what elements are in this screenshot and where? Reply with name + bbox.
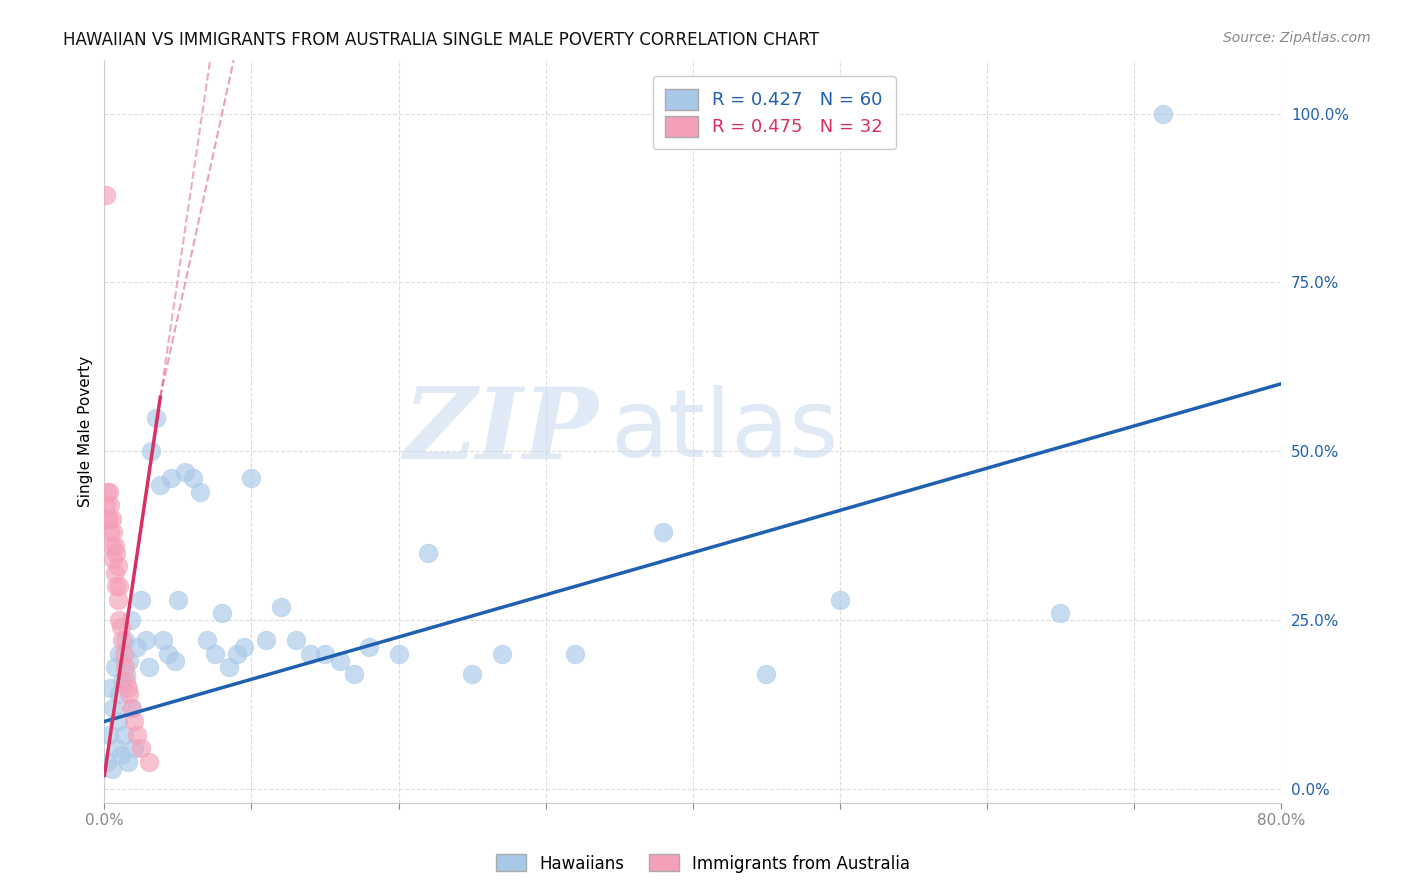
Point: [218, 660, 240, 674]
Point: [225, 647, 247, 661]
Point: [138, 755, 160, 769]
Point: [652, 525, 675, 540]
Point: [141, 444, 163, 458]
Point: [188, 484, 211, 499]
Point: [152, 633, 174, 648]
Point: [491, 647, 513, 661]
Point: [156, 647, 179, 661]
Point: [118, 654, 141, 668]
Point: [167, 593, 190, 607]
Point: [129, 741, 152, 756]
Point: [284, 633, 307, 648]
Point: [115, 673, 138, 688]
Point: [100, 762, 122, 776]
Point: [1152, 106, 1174, 120]
Point: [564, 647, 586, 661]
Point: [117, 755, 139, 769]
Point: [461, 667, 484, 681]
Point: [110, 620, 132, 634]
Point: [240, 471, 263, 485]
Point: [145, 410, 167, 425]
Point: [118, 688, 141, 702]
Point: [110, 748, 132, 763]
Point: [121, 701, 143, 715]
Point: [103, 701, 125, 715]
Point: [117, 681, 139, 695]
Point: [387, 647, 409, 661]
Point: [104, 539, 127, 553]
Point: [159, 471, 181, 485]
Y-axis label: Single Male Poverty: Single Male Poverty: [79, 356, 93, 507]
Point: [1049, 607, 1071, 621]
Text: atlas: atlas: [610, 385, 838, 477]
Point: [122, 741, 145, 756]
Point: [163, 654, 186, 668]
Point: [114, 633, 136, 648]
Point: [181, 471, 204, 485]
Legend: R = 0.427   N = 60, R = 0.475   N = 32: R = 0.427 N = 60, R = 0.475 N = 32: [652, 76, 896, 149]
Point: [107, 714, 129, 729]
Point: [111, 633, 134, 648]
Point: [111, 673, 134, 688]
Point: [100, 539, 122, 553]
Text: Source: ZipAtlas.com: Source: ZipAtlas.com: [1223, 31, 1371, 45]
Point: [97, 484, 120, 499]
Point: [114, 660, 136, 674]
Point: [195, 633, 218, 648]
Point: [94, 499, 117, 513]
Point: [329, 654, 352, 668]
Point: [233, 640, 256, 655]
Point: [94, 187, 117, 202]
Point: [828, 593, 851, 607]
Point: [343, 667, 366, 681]
Point: [115, 667, 138, 681]
Point: [96, 512, 118, 526]
Point: [122, 714, 145, 729]
Point: [108, 579, 131, 593]
Point: [416, 546, 439, 560]
Point: [103, 552, 125, 566]
Point: [125, 728, 148, 742]
Point: [104, 566, 127, 580]
Point: [138, 660, 160, 674]
Point: [149, 478, 172, 492]
Point: [104, 660, 127, 674]
Point: [97, 512, 120, 526]
Point: [108, 647, 131, 661]
Point: [105, 741, 128, 756]
Point: [103, 525, 125, 540]
Text: HAWAIIAN VS IMMIGRANTS FROM AUSTRALIA SINGLE MALE POVERTY CORRELATION CHART: HAWAIIAN VS IMMIGRANTS FROM AUSTRALIA SI…: [63, 31, 820, 49]
Point: [107, 593, 129, 607]
Point: [98, 681, 121, 695]
Point: [174, 465, 197, 479]
Point: [96, 484, 118, 499]
Point: [100, 512, 122, 526]
Point: [107, 559, 129, 574]
Point: [125, 640, 148, 655]
Point: [120, 613, 142, 627]
Point: [135, 633, 157, 648]
Point: [112, 647, 135, 661]
Point: [112, 728, 135, 742]
Point: [97, 728, 120, 742]
Point: [299, 647, 322, 661]
Point: [105, 579, 128, 593]
Point: [254, 633, 277, 648]
Legend: Hawaiians, Immigrants from Australia: Hawaiians, Immigrants from Australia: [489, 847, 917, 880]
Point: [359, 640, 381, 655]
Point: [211, 607, 233, 621]
Point: [755, 667, 778, 681]
Point: [120, 701, 142, 715]
Point: [204, 647, 226, 661]
Point: [129, 593, 152, 607]
Point: [96, 755, 118, 769]
Text: ZIP: ZIP: [404, 383, 599, 479]
Point: [108, 688, 131, 702]
Point: [105, 546, 128, 560]
Point: [98, 499, 121, 513]
Point: [98, 525, 121, 540]
Point: [108, 613, 131, 627]
Point: [314, 647, 336, 661]
Point: [270, 599, 292, 614]
